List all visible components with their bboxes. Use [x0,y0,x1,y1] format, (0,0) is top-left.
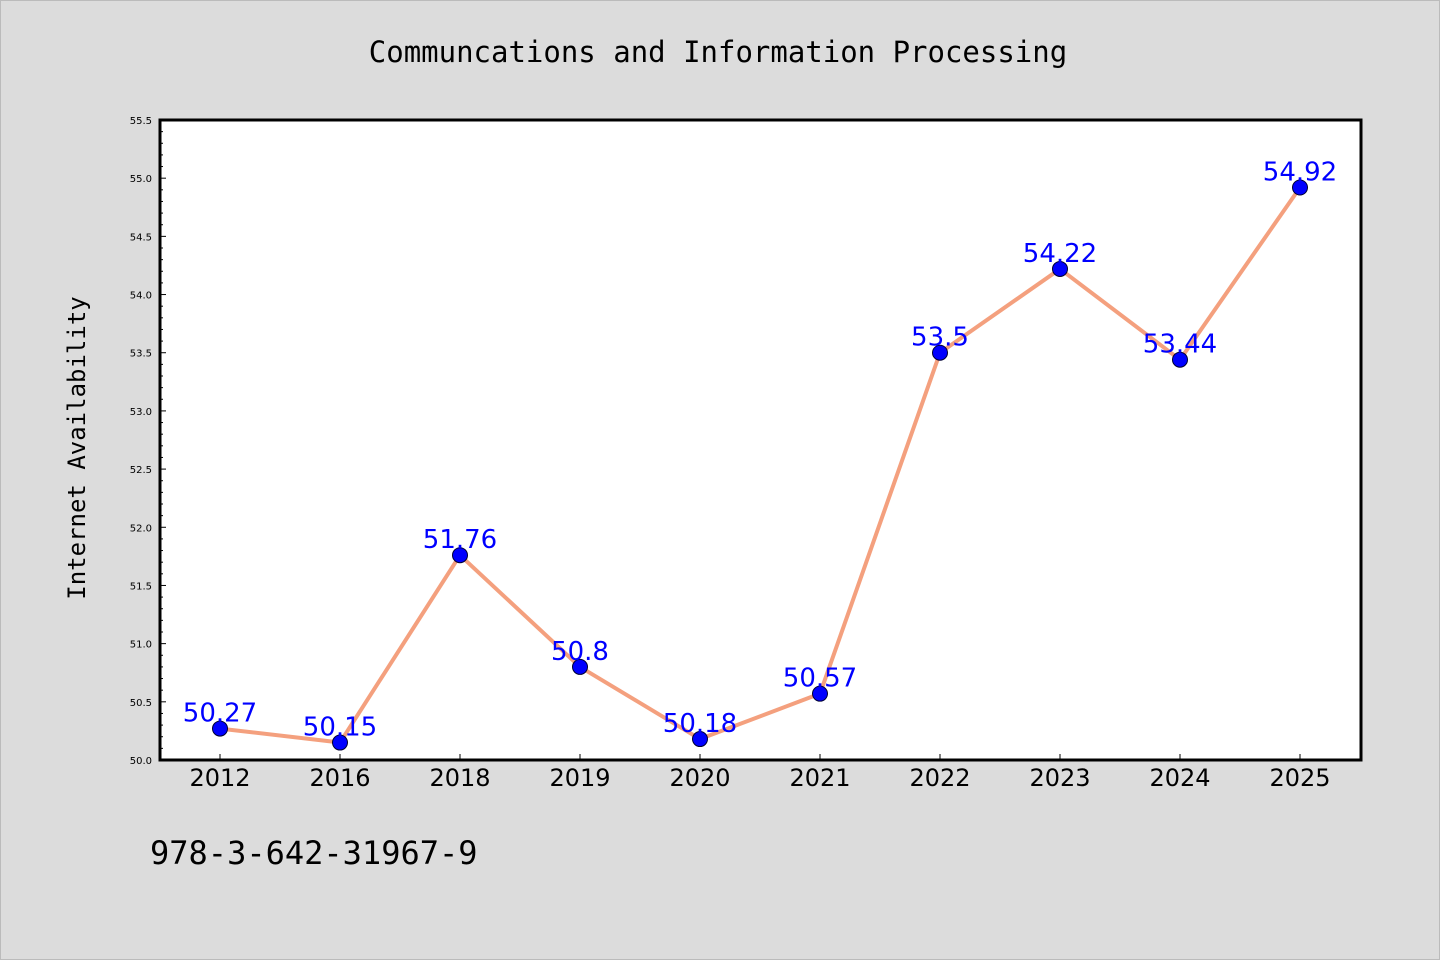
data-point [1172,351,1188,368]
data-label: 50.18 [663,709,737,739]
data-point [212,720,228,737]
data-point [932,344,948,361]
isbn-text: 978-3-642-31967-9 [150,834,478,872]
y-tick-label: 51.0 [130,640,152,651]
y-tick-label: 54.5 [130,232,152,243]
y-tick-label: 54.0 [130,291,152,302]
x-tick-label: 2016 [309,764,370,792]
chart-title: Communcations and Information Processing [369,35,1067,69]
data-point [572,658,588,675]
x-tick-label: 2024 [1149,764,1210,792]
data-label: 50.27 [183,699,257,729]
data-point [1292,179,1308,196]
data-label: 54.92 [1263,157,1337,187]
x-axis: 2012 2016 2018 2019 2020 2021 2022 2023 2024 2025 [189,754,1331,792]
y-tick-label: 53.5 [130,349,152,360]
y-axis-label: Internet Availability [63,296,91,599]
data-label: 50.57 [783,664,857,694]
x-tick-label: 2020 [669,764,730,792]
x-tick-label: 2019 [549,764,610,792]
x-tick-label: 2012 [189,764,250,792]
plot-frame [158,118,1363,762]
x-tick-label: 2021 [789,764,850,792]
x-tick-label: 2018 [429,764,490,792]
series-line [218,185,1302,745]
x-tick-label: 2022 [909,764,970,792]
y-tick-label: 51.5 [130,581,152,592]
data-point [812,685,828,702]
y-tick-label: 52.5 [130,465,152,476]
y-tick-label: 50.5 [130,698,152,709]
data-label: 54.22 [1023,239,1097,269]
y-tick-label: 53.0 [130,407,152,418]
y-tick-label: 52.0 [130,523,152,534]
data-point [1052,260,1068,277]
data-label: 50.15 [303,713,377,743]
x-tick-label: 2025 [1269,764,1330,792]
data-label: 50.8 [551,637,609,667]
data-labels: 50.27 50.15 51.76 50.8 50.18 50.57 53.5 54.22 53… [183,157,1337,742]
x-tick-label: 2023 [1029,764,1090,792]
y-tick-label: 55.0 [130,174,152,185]
data-point [692,731,708,748]
y-tick-label: 50.0 [130,756,152,767]
series-group [212,179,1308,751]
data-label: 53.44 [1143,330,1217,360]
data-label: 53.5 [911,323,969,353]
y-tick-label: 55.5 [130,116,152,127]
data-point [452,547,468,564]
data-label: 51.76 [423,525,497,555]
data-point [332,734,348,751]
plot-area [160,120,1361,760]
